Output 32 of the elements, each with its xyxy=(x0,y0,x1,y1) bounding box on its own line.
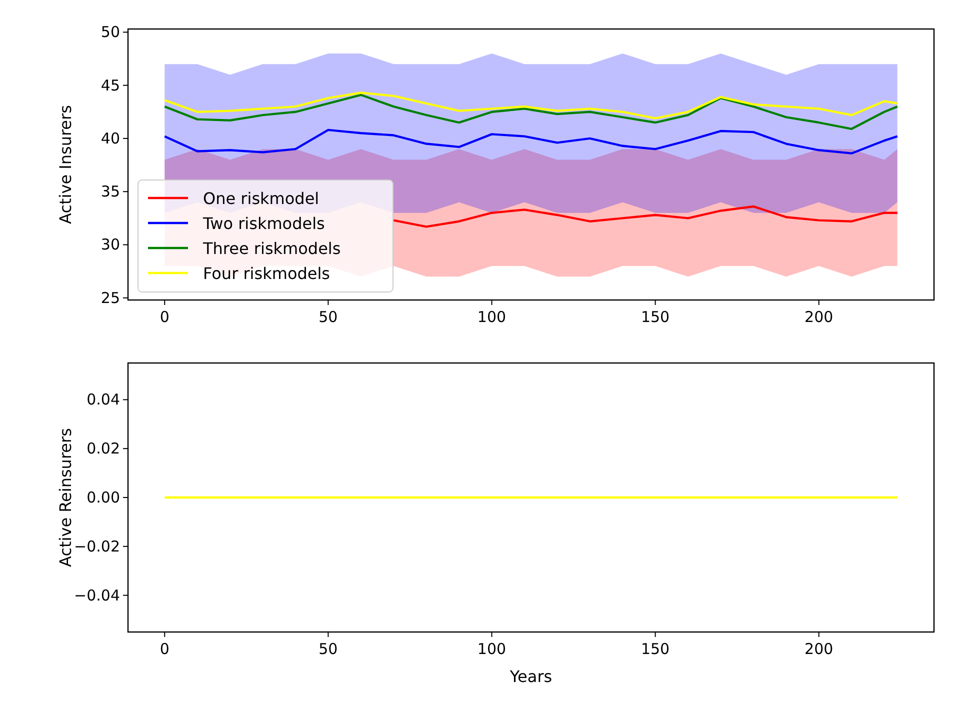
x-tick-label: 0 xyxy=(160,308,170,326)
x-tick-label: 100 xyxy=(477,640,506,658)
x-tick-label: 50 xyxy=(318,308,338,326)
legend-label: One riskmodel xyxy=(203,189,320,208)
y-tick-label: 25 xyxy=(100,288,120,307)
y-axis-title: Active Reinsurers xyxy=(56,428,75,567)
x-tick-label: 150 xyxy=(640,308,670,326)
y-tick-label: 0.02 xyxy=(86,440,120,458)
x-axis-title: Years xyxy=(508,667,552,686)
y-tick-label: 45 xyxy=(100,76,120,94)
x-tick-label: 200 xyxy=(804,640,834,658)
legend-label: Three riskmodels xyxy=(202,239,341,258)
x-tick-label: 50 xyxy=(318,640,338,658)
x-tick-label: 200 xyxy=(804,308,834,326)
x-tick-label: 150 xyxy=(640,640,670,658)
y-tick-label: 30 xyxy=(100,236,120,254)
line-series xyxy=(164,128,898,154)
legend-label: Two riskmodels xyxy=(202,214,325,233)
y-tick-label: 0.00 xyxy=(86,488,120,506)
x-tick-label: 0 xyxy=(160,640,170,658)
y-tick-label: −0.04 xyxy=(74,586,120,604)
line-series xyxy=(164,94,898,130)
y-axis-title: Active Insurers xyxy=(56,105,75,224)
y-tick-label: 0.04 xyxy=(86,390,120,409)
y-tick-label: −0.02 xyxy=(74,537,120,556)
x-tick-label: 100 xyxy=(477,308,506,326)
line-series xyxy=(164,92,898,120)
y-tick-label: 40 xyxy=(100,129,120,148)
line-series xyxy=(392,205,898,228)
y-tick-label: 35 xyxy=(100,182,120,201)
y-tick-label: 50 xyxy=(100,23,120,42)
legend-label: Four riskmodels xyxy=(203,264,330,283)
